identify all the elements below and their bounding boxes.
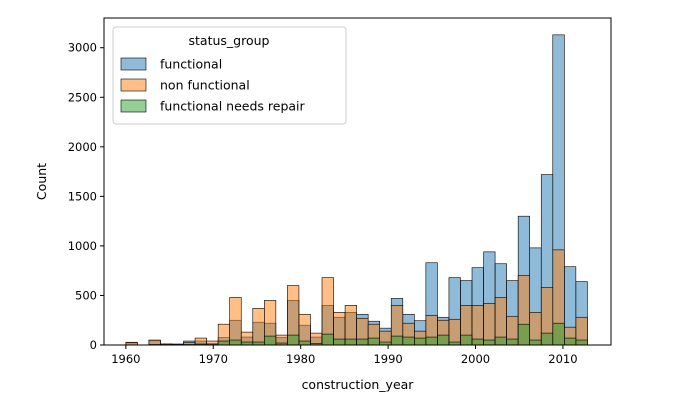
- bar-functional-needs-repair: [229, 339, 242, 346]
- y-tick-label: 500: [75, 288, 97, 302]
- x-tick-label: 1980: [286, 352, 315, 366]
- bar-functional-needs-repair: [367, 337, 381, 346]
- y-axis-ticks: 0 500 1000 1500 2000 2500 3000: [68, 41, 104, 352]
- y-axis-label: Count: [34, 163, 49, 200]
- bar-functional-needs-repair: [540, 332, 554, 346]
- x-tick-label: 1960: [111, 352, 140, 366]
- x-tick-label: 2000: [461, 352, 490, 366]
- legend-label-non-functional: non functional: [160, 78, 250, 93]
- bar-functional-needs-repair: [575, 339, 588, 346]
- bar-functional-needs-repair: [414, 337, 427, 346]
- bar-functional-needs-repair: [425, 336, 438, 346]
- y-tick-label: 3000: [68, 41, 97, 55]
- bar-functional-needs-repair: [344, 338, 357, 346]
- legend-label-functional-needs-repair: functional needs repair: [160, 99, 306, 114]
- plot-frame: [103, 17, 612, 346]
- bar-functional-needs-repair: [321, 333, 334, 346]
- legend-swatch-functional: [120, 57, 147, 71]
- x-axis-label: construction_year: [302, 377, 415, 392]
- bar-functional-needs-repair: [287, 334, 300, 346]
- bar-functional-needs-repair: [460, 334, 473, 346]
- y-tick-label: 1000: [68, 239, 97, 253]
- bar-functional-needs-repair: [356, 338, 369, 346]
- bar-functional-needs-repair: [552, 322, 565, 346]
- legend-swatch-functional-needs-repair: [120, 99, 147, 113]
- y-tick-label: 0: [90, 338, 97, 352]
- bar-functional-needs-repair: [390, 335, 404, 346]
- bar-functional-needs-repair: [471, 338, 484, 346]
- bar-functional-needs-repair: [217, 340, 231, 346]
- legend-box: [112, 26, 347, 125]
- legend-label-functional: functional: [160, 57, 222, 72]
- bar-functional-needs-repair: [494, 336, 507, 346]
- x-tick-label: 1990: [373, 352, 402, 366]
- legend-swatch-non-functional: [120, 78, 147, 92]
- bar-non-functional: [229, 297, 242, 346]
- y-tick-label: 2000: [68, 140, 97, 154]
- bar-functional-needs-repair: [298, 340, 311, 346]
- bar-functional-needs-repair: [402, 336, 415, 346]
- bar-functional-needs-repair: [506, 338, 519, 346]
- bar-functional-needs-repair: [437, 334, 450, 346]
- x-tick-label: 2010: [548, 352, 577, 366]
- bar-non-functional: [252, 308, 265, 346]
- bar-non-functional: [298, 313, 311, 346]
- x-tick-label: 1970: [199, 352, 228, 366]
- x-axis-ticks: 1960 1970 1980 1990 2000 2010: [111, 345, 578, 366]
- legend: status_group functional non functional fun…: [112, 26, 347, 125]
- y-tick-label: 2500: [68, 90, 97, 104]
- bar-functional-needs-repair: [529, 339, 542, 346]
- y-tick-label: 1500: [68, 189, 97, 203]
- bar-functional-needs-repair: [483, 339, 496, 346]
- bar-non-functional: [483, 303, 496, 346]
- bar-functional-needs-repair: [333, 338, 346, 346]
- bar-functional-needs-repair: [517, 323, 531, 346]
- bar-non-functional: [448, 318, 461, 346]
- bar-functional-needs-repair: [564, 337, 577, 346]
- legend-title: status_group: [189, 33, 270, 48]
- bar-functional-needs-repair: [264, 335, 277, 346]
